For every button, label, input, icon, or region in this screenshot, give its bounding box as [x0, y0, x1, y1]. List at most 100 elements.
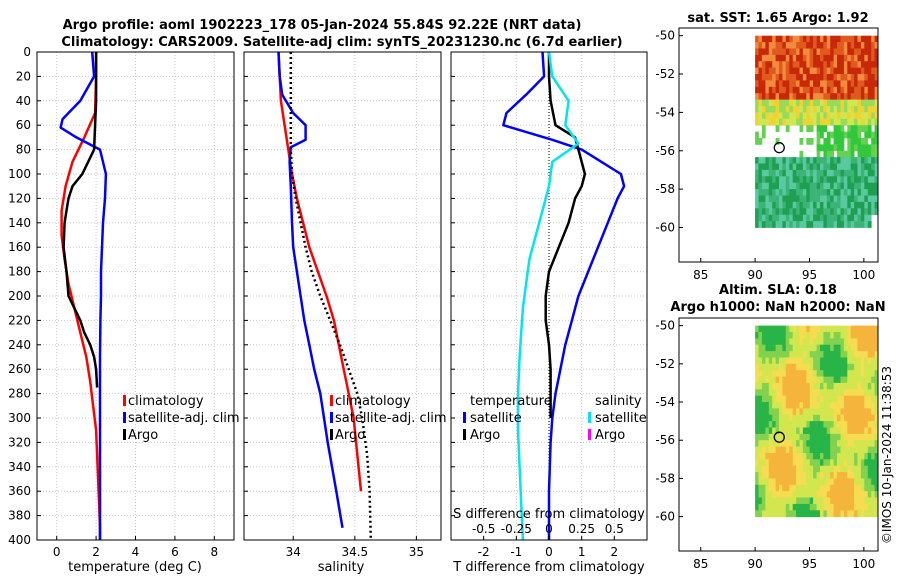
map-cell: [813, 414, 817, 422]
map-cell: [796, 344, 800, 352]
map-cell: [796, 427, 800, 435]
map-cell: [806, 74, 811, 81]
map-cell: [806, 163, 811, 171]
map-cell: [843, 48, 848, 56]
map-cell: [850, 157, 855, 164]
map-cell: [823, 214, 828, 222]
map-cell: [796, 357, 800, 365]
map-cell: [820, 169, 824, 177]
map-cell: [847, 195, 852, 203]
map-cell: [867, 182, 872, 190]
map-cell: [809, 433, 814, 441]
map-cell: [755, 376, 759, 384]
map-cell: [755, 363, 759, 371]
map-cell: [768, 189, 773, 196]
map-cell: [785, 332, 790, 339]
map-cell: [874, 491, 879, 498]
map-cell: [785, 99, 790, 107]
map-cell: [806, 221, 811, 228]
map-cell: [874, 80, 879, 88]
map-cell: [826, 351, 831, 358]
map-cell: [850, 503, 855, 511]
map-cell: [799, 125, 804, 132]
map-cell: [779, 491, 783, 498]
map-cell: [779, 376, 783, 384]
map-cell: [847, 459, 852, 467]
map-cell: [799, 42, 804, 49]
map-cell: [854, 201, 858, 209]
map-cell: [789, 106, 794, 113]
map-cell: [871, 472, 875, 479]
map-cell: [785, 363, 790, 371]
map-cell: [789, 182, 794, 190]
map-cell: [782, 214, 787, 222]
map-cell: [830, 112, 834, 120]
x-tick-label: 6: [171, 545, 179, 559]
map-cell: [779, 421, 783, 428]
map-cell: [792, 433, 797, 441]
map-cell: [843, 459, 848, 467]
map-cell: [830, 163, 834, 171]
map-cell: [765, 325, 770, 333]
map-cell: [799, 370, 804, 377]
map-cell: [809, 42, 814, 49]
map-cell: [864, 453, 869, 460]
map-cell: [837, 93, 841, 100]
map-cell: [806, 382, 811, 390]
map-cell: [854, 42, 858, 49]
map-cell: [813, 42, 817, 49]
map-cell: [768, 112, 773, 120]
map-cell: [782, 182, 787, 190]
map-cell: [785, 169, 790, 177]
map-cell: [765, 408, 770, 416]
map-cell: [840, 440, 845, 447]
map-cell: [809, 478, 814, 486]
map-cell: [854, 157, 858, 164]
map-cell: [779, 61, 783, 68]
map-cell: [813, 112, 817, 120]
map-cell: [854, 169, 858, 177]
map-cell: [802, 35, 807, 43]
map-cell: [779, 357, 783, 365]
map-cell: [850, 150, 855, 158]
map-cell: [802, 201, 807, 209]
map-cell: [816, 472, 821, 479]
map-cell: [874, 453, 879, 460]
map-cell: [813, 376, 817, 384]
map-cell: [779, 157, 783, 164]
map-cell: [772, 459, 776, 467]
map-cell: [796, 510, 800, 518]
map-cell: [843, 357, 848, 365]
map-cell: [775, 363, 780, 371]
map-cell: [874, 169, 879, 177]
map-cell: [802, 421, 807, 428]
map-cell: [755, 74, 759, 81]
map-cell: [806, 80, 811, 88]
map-cell: [758, 86, 763, 94]
map-cell: [802, 510, 807, 518]
map-cell: [768, 382, 773, 390]
map-x-tick-label: 95: [802, 268, 817, 282]
map-cell: [837, 163, 841, 171]
map-cell: [826, 157, 831, 164]
map-cell: [799, 86, 804, 94]
y-tick-label: 120: [8, 191, 31, 205]
map-cell: [785, 86, 790, 94]
map-cell: [857, 61, 862, 68]
map-cell: [802, 54, 807, 62]
map-cell: [792, 163, 797, 171]
map-cell: [826, 510, 831, 518]
map-cell: [837, 54, 841, 62]
map-cell: [830, 201, 834, 209]
map-cell: [867, 125, 872, 132]
map-cell: [871, 395, 875, 403]
map-cell: [758, 453, 763, 460]
map-cell: [768, 510, 773, 518]
map-cell: [864, 48, 869, 56]
map-cell: [820, 484, 824, 492]
map-cell: [765, 93, 770, 100]
map-cell: [779, 221, 783, 228]
map-x-tick-label: 85: [693, 557, 708, 571]
map-cell: [792, 67, 797, 75]
map-cell: [785, 503, 790, 511]
